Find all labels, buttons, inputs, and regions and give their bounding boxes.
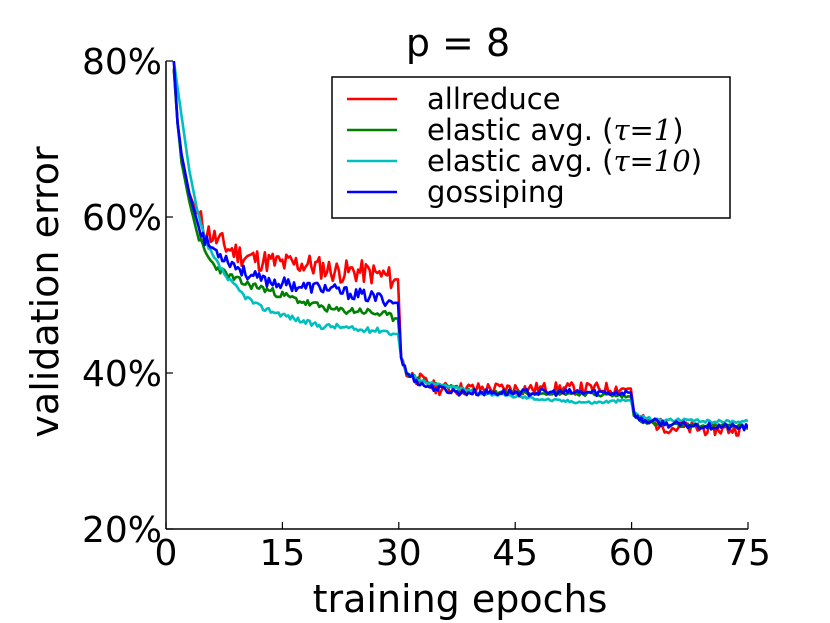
x-tick-label: 60 [609, 533, 655, 574]
x-tick-label: 75 [725, 533, 771, 574]
axes: 0 15 30 45 60 75 20% 40% 60% 80% [82, 42, 771, 574]
series-layer [172, 61, 748, 437]
y-tick-label: 20% [82, 510, 162, 551]
x-tick-label: 30 [376, 533, 422, 574]
legend-frame [331, 76, 731, 219]
y-tick-label: 40% [82, 354, 162, 395]
plot-area: 0 15 30 45 60 75 20% 40% 60% 80% [82, 42, 771, 574]
legend-label: elastic avg. (τ=10) [427, 144, 702, 178]
legend-label: gossiping [427, 175, 565, 209]
legend-label: allreduce [427, 82, 561, 116]
x-tick-label: 0 [155, 533, 178, 574]
y-axis-label: validation error [23, 146, 67, 438]
chart-title: p = 8 [406, 21, 510, 65]
series-line-3 [172, 61, 748, 432]
x-axis-label: training epochs [313, 577, 608, 621]
x-tick-label: 45 [492, 533, 538, 574]
y-tick-label: 60% [82, 198, 162, 239]
y-tick-label: 80% [82, 42, 162, 83]
legend-label: elastic avg. (τ=1) [427, 113, 684, 147]
x-tick-label: 15 [259, 533, 305, 574]
